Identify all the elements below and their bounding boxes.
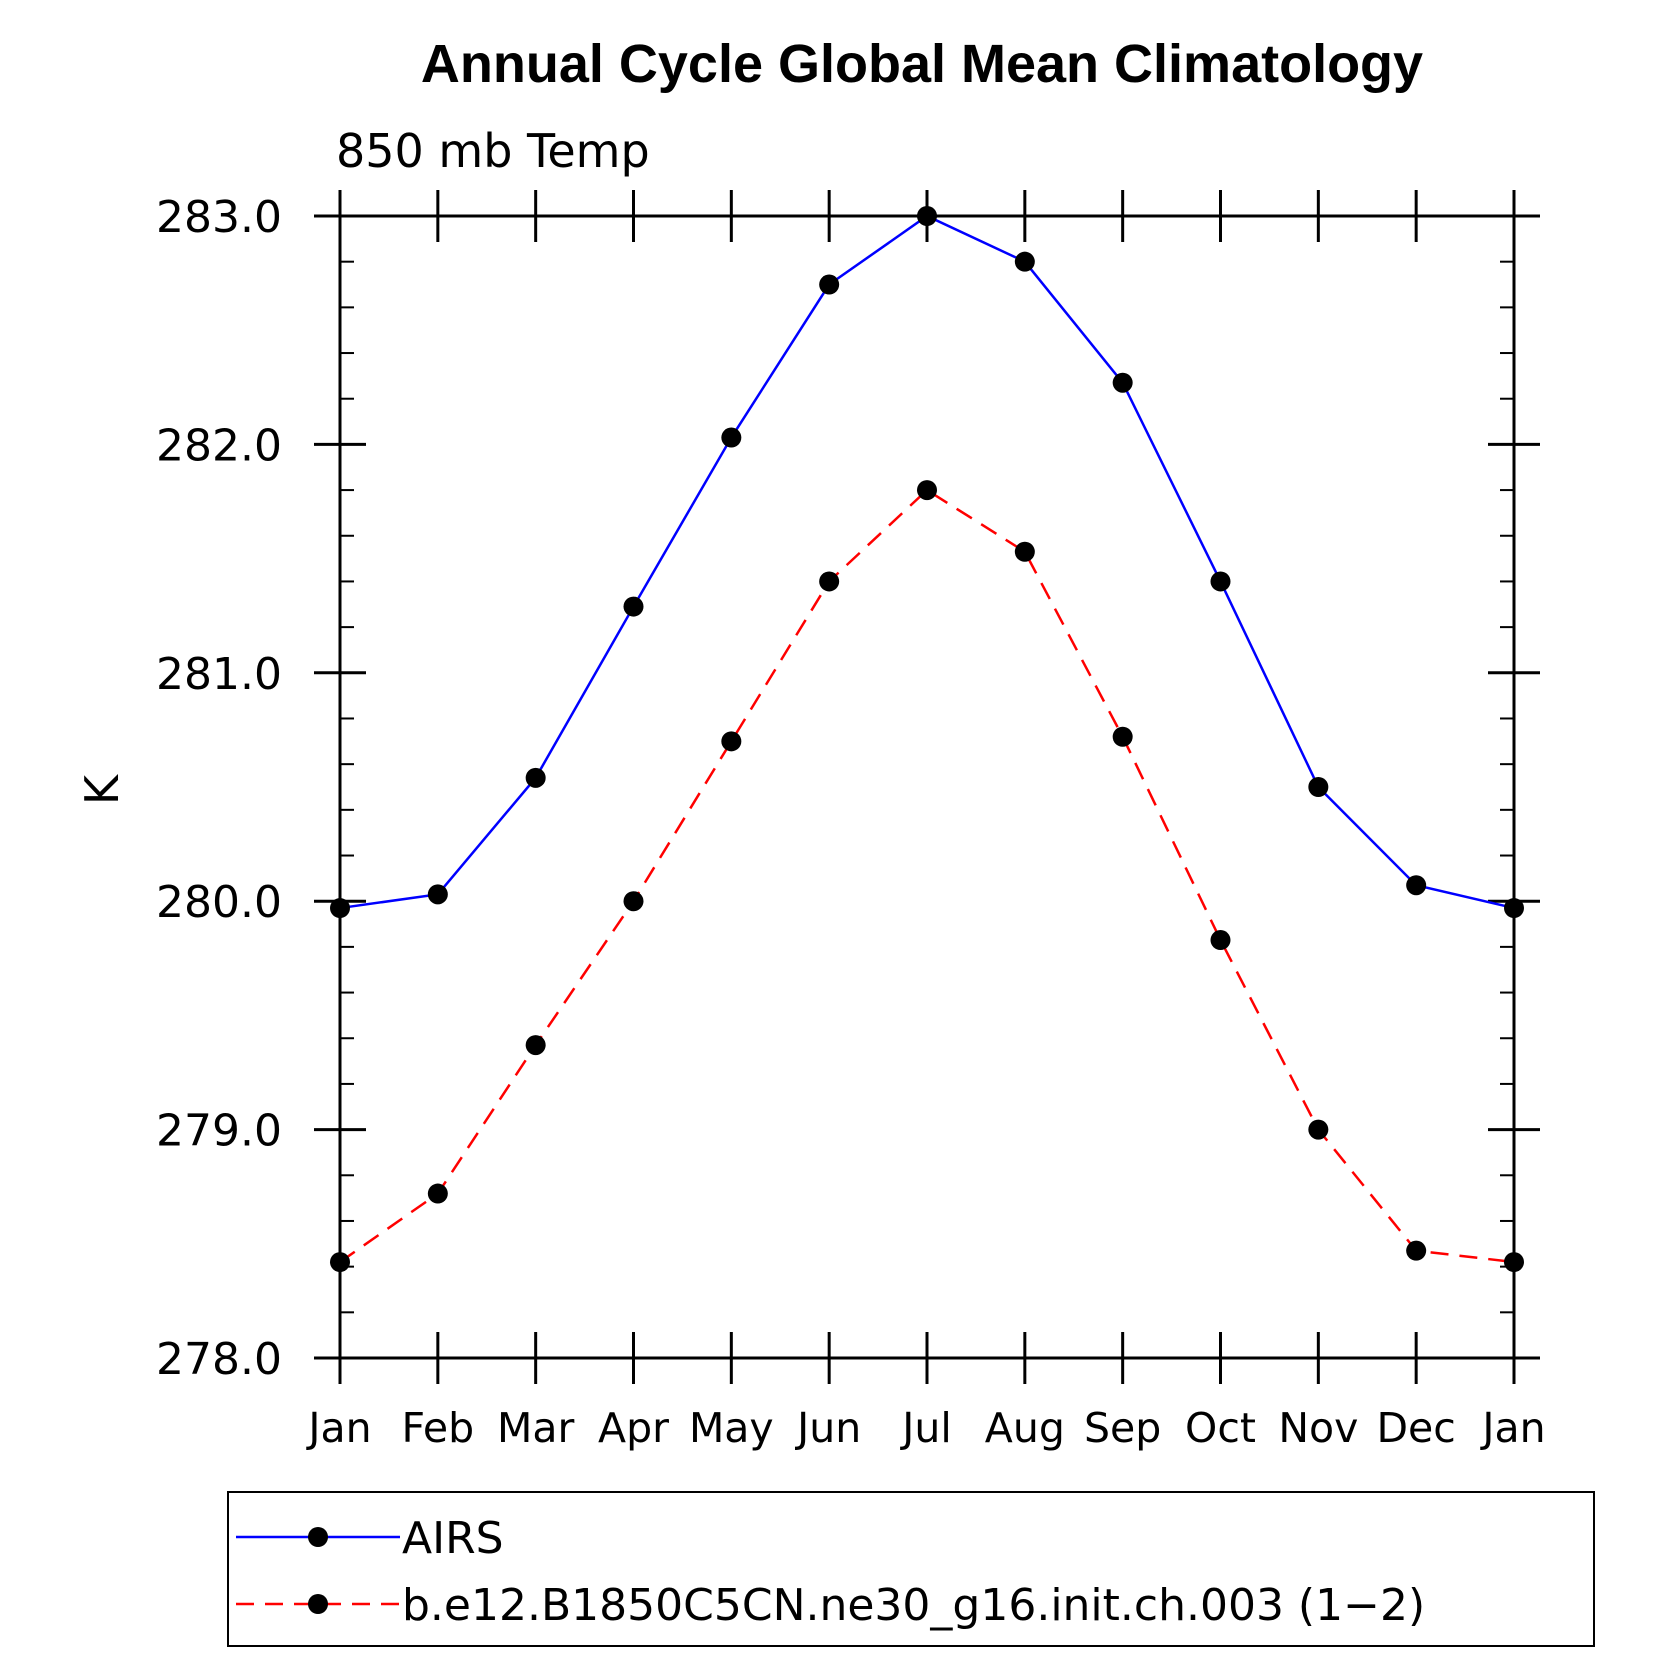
data-point-series-0 [330,898,350,919]
series-line-1 [339,488,1515,1264]
data-point-series-0 [917,206,937,226]
data-point-series-1 [330,1252,350,1273]
data-point-series-1 [1014,541,1035,562]
legend: AIRS b.e12.B1850C5CN.ne30_g16.init.ch.003… [227,1491,1595,1647]
data-point-series-1 [1308,1119,1329,1140]
data-point-series-0 [1014,251,1035,272]
y-tick-label: 281.0 [156,649,282,700]
data-point-series-0 [1406,875,1427,896]
data-point-series-0 [1112,372,1133,393]
x-tick-label: May [689,1404,774,1452]
legend-label-0: AIRS [402,1513,504,1564]
x-tick-label: Jan [305,1404,371,1452]
data-point-series-0 [1210,571,1231,592]
legend-label-1: b.e12.B1850C5CN.ne30_g16.init.ch.003 (1−… [402,1580,1425,1631]
chart-subtitle: 850 mb Temp [336,124,650,178]
data-point-series-0 [525,767,546,788]
data-point-series-0 [623,596,644,617]
x-tick-label: Dec [1376,1404,1455,1452]
y-tick-label: 278.0 [156,1334,282,1385]
y-axis-label: K [75,773,129,805]
data-point-series-0 [819,274,840,295]
data-point-series-1 [1504,1252,1524,1273]
plot-area: Jan Feb Mar Apr May Jun Jul Aug Sep Oct Nov Dec Jan 2… [156,190,1546,1452]
x-tick-label: Jun [794,1404,861,1452]
legend-box [227,1491,1595,1647]
data-point-series-1 [525,1035,546,1056]
chart-title: Annual Cycle Global Mean Climatology [421,34,1423,94]
data-point-series-1 [819,571,840,592]
y-tick-label: 280.0 [156,877,282,928]
data-point-series-1 [721,731,742,752]
data-point-series-1 [917,480,937,501]
x-tick-label: Jan [1479,1404,1545,1452]
x-tick-label: Nov [1278,1404,1358,1452]
data-point-series-1 [1210,930,1231,951]
data-point-series-0 [427,884,448,905]
data-point-series-1 [1112,726,1133,747]
x-tick-label: Jul [899,1404,951,1452]
x-tick-label: Aug [985,1404,1065,1452]
data-point-series-1 [427,1183,448,1204]
x-tick-label: Sep [1084,1404,1161,1452]
y-tick-label: 282.0 [156,420,282,471]
legend-marker-0 [308,1527,328,1547]
series-line-0 [339,214,1515,910]
data-point-series-0 [1504,898,1524,919]
data-point-series-1 [623,891,644,912]
data-point-series-0 [1308,777,1329,797]
data-point-series-1 [1406,1240,1427,1261]
x-tick-label: Mar [497,1404,574,1452]
x-tick-label: Oct [1185,1404,1256,1452]
legend-marker-1 [308,1594,328,1614]
y-tick-label: 279.0 [156,1106,282,1157]
plot-frame [338,214,1516,1360]
x-tick-label: Apr [598,1404,669,1452]
data-point-series-0 [721,427,742,448]
x-tick-label: Feb [402,1404,475,1452]
y-tick-label: 283.0 [156,192,282,243]
